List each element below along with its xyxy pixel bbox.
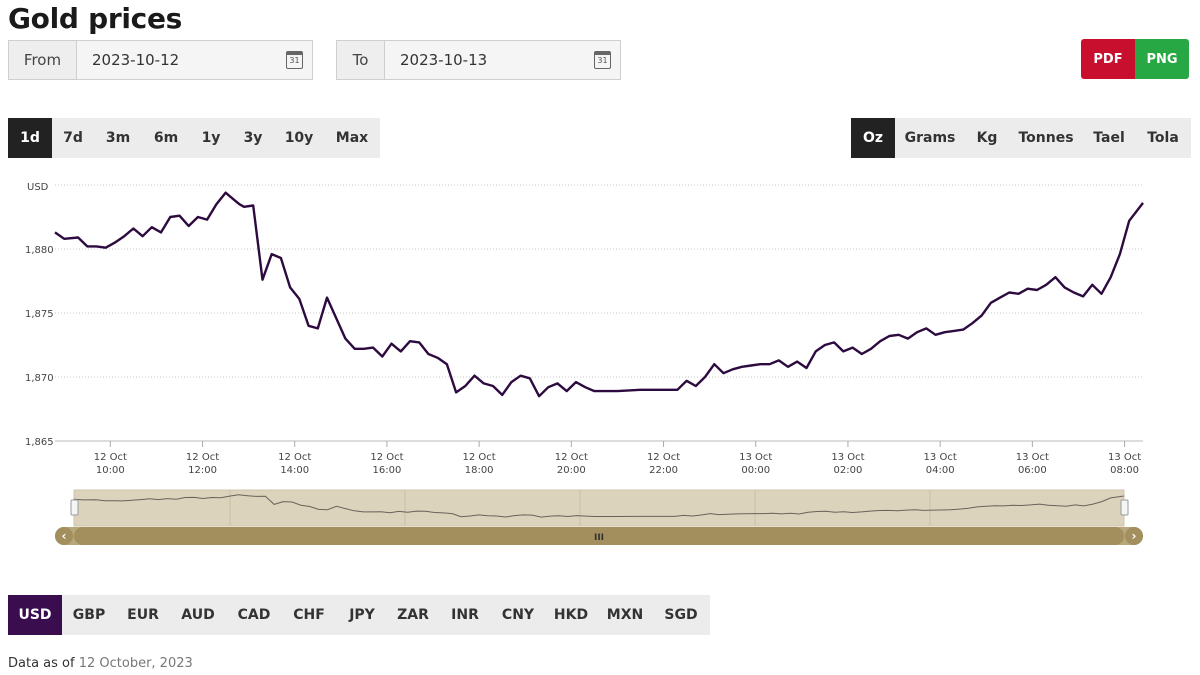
range-6m-button[interactable]: 6m [153,130,179,146]
data-as-of-note: Data as of 12 October, 2023 [8,656,193,671]
x-tick-label-time: 04:00 [926,465,955,476]
range-max-button[interactable]: Max [335,130,369,146]
currency-zar-button[interactable]: ZAR [397,607,429,623]
x-tick-label-time: 12:00 [188,465,217,476]
x-tick-label-date: 12 Oct [186,452,219,463]
currency-sgd-button[interactable]: SGD [664,607,698,623]
to-date-input[interactable]: 2023-10-13 31 [385,41,620,79]
unit-grams-button[interactable]: Grams [904,130,956,146]
currency-aud-button[interactable]: AUD [181,607,215,623]
y-tick-label: 1,870 [25,373,54,384]
x-tick-label-date: 13 Oct [1016,452,1049,463]
x-tick-label-date: 13 Oct [831,452,864,463]
from-date-input[interactable]: 2023-10-12 31 [77,41,312,79]
pdf-export-button[interactable]: PDF [1081,39,1135,79]
from-date-group: From 2023-10-12 31 [8,40,313,80]
unit-oz-button[interactable]: Oz [851,118,895,158]
navigator-scrollbar-thumb[interactable] [74,527,1124,545]
x-tick-label-date: 12 Oct [94,452,127,463]
x-tick-label-time: 20:00 [557,465,586,476]
range-10y-button[interactable]: 10y [284,130,314,146]
scrollbar-grip-icon: III [594,533,604,543]
from-date-value: 2023-10-12 [92,51,180,69]
x-tick-label-date: 12 Oct [278,452,311,463]
page-title: Gold prices [8,2,183,35]
scroll-left-arrow-icon: ‹ [62,529,67,543]
unit-tonnes-button[interactable]: Tonnes [1018,130,1074,146]
scroll-left-arrow-button[interactable] [55,527,73,545]
currency-gbp-button[interactable]: GBP [72,607,106,623]
x-tick-label-time: 16:00 [373,465,402,476]
x-tick-label-date: 12 Oct [370,452,403,463]
from-label: From [9,41,77,79]
currency-cad-button[interactable]: CAD [237,607,271,623]
navigator-handle [70,499,79,516]
unit-selector: Oz Grams Kg Tonnes Tael Tola [851,118,1191,158]
x-tick-label-time: 18:00 [465,465,494,476]
to-date-value: 2023-10-13 [400,51,488,69]
x-tick-label-time: 00:00 [741,465,770,476]
scroll-right-arrow-icon: › [1132,529,1137,543]
y-tick-label: 1,875 [25,309,54,320]
y-tick-label: 1,865 [25,437,54,448]
navigator-handle [1120,499,1129,516]
x-tick-label-date: 12 Oct [555,452,588,463]
currency-usd-button[interactable]: USD [8,595,62,635]
range-3y-button[interactable]: 3y [243,130,263,146]
currency-mxn-button[interactable]: MXN [606,607,644,623]
currency-cny-button[interactable]: CNY [501,607,535,623]
data-as-of-date: 12 October, 2023 [78,656,193,671]
range-1d-button[interactable]: 1d [8,118,52,158]
png-export-button[interactable]: PNG [1135,39,1189,79]
currency-chf-button[interactable]: CHF [293,607,325,623]
x-tick-label-date: 13 Oct [924,452,957,463]
x-tick-label-date: 12 Oct [647,452,680,463]
price-line [54,191,1144,398]
time-range-selector: 1d 7d 3m 6m 1y 3y 10y Max [8,118,380,158]
x-tick-label-time: 22:00 [649,465,678,476]
currency-jpy-button[interactable]: JPY [349,607,375,623]
currency-eur-button[interactable]: EUR [127,607,159,623]
to-date-group: To 2023-10-13 31 [336,40,621,80]
range-1y-button[interactable]: 1y [201,130,221,146]
x-tick-label-time: 08:00 [1110,465,1139,476]
gold-price-chart: 1,865 1,870 1,875 1,880 USD 12 Oct 10:00 12 Oct… [25,182,1144,545]
navigator-line [73,494,1125,518]
calendar-icon[interactable]: 31 [286,51,303,69]
y-axis-label: USD [27,182,49,193]
x-tick-label-time: 06:00 [1018,465,1047,476]
range-7d-button[interactable]: 7d [63,130,83,146]
x-tick-label-date: 13 Oct [739,452,772,463]
unit-tola-button[interactable]: Tola [1147,130,1179,146]
x-tick-label-time: 02:00 [834,465,863,476]
currency-inr-button[interactable]: INR [451,607,479,623]
y-tick-label: 1,880 [25,245,54,256]
data-as-of-label: Data as of [8,656,75,671]
x-tick-label-time: 10:00 [96,465,125,476]
x-tick-label-time: 14:00 [280,465,309,476]
to-label: To [337,41,385,79]
unit-kg-button[interactable]: Kg [976,130,998,146]
scroll-right-arrow-button[interactable] [1125,527,1143,545]
unit-tael-button[interactable]: Tael [1093,130,1125,146]
currency-selector: USD GBP EUR AUD CAD CHF JPY ZAR INR CNY HKD MXN SGD [8,595,710,635]
calendar-icon[interactable]: 31 [594,51,611,69]
currency-hkd-button[interactable]: HKD [553,607,589,623]
x-tick-label-date: 12 Oct [463,452,496,463]
x-tick-label-date: 13 Oct [1108,452,1141,463]
range-3m-button[interactable]: 3m [105,130,131,146]
